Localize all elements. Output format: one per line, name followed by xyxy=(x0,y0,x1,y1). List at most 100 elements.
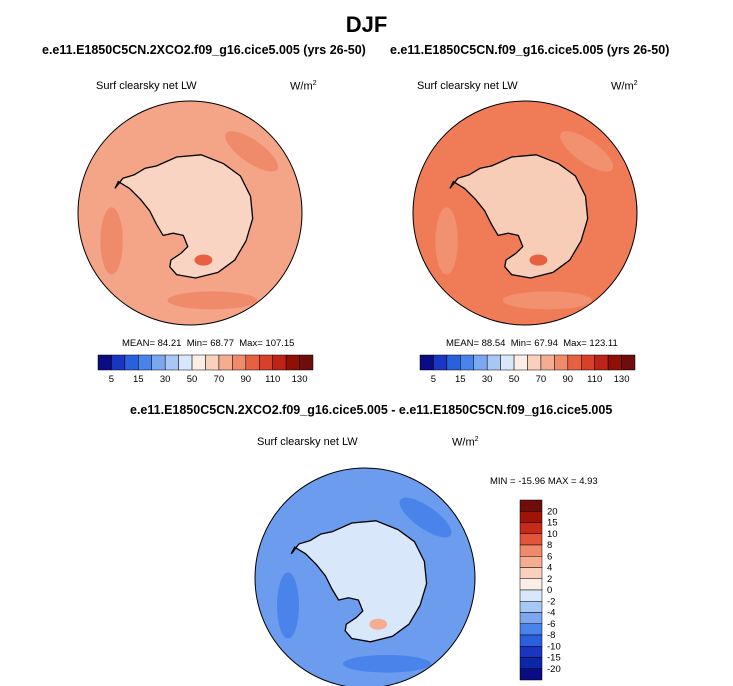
colorbar-swatch xyxy=(513,354,528,371)
colorbar-swatch xyxy=(259,354,273,371)
colorbar-swatch xyxy=(151,354,166,371)
colorbar-tick-label: 8 xyxy=(547,540,552,551)
colorbar-tick-label: 70 xyxy=(536,374,547,385)
colorbar-swatch xyxy=(567,354,582,371)
colorbar-swatch xyxy=(607,354,622,371)
colorbar-swatch xyxy=(272,354,287,371)
panel1-field-band xyxy=(100,207,123,275)
colorbar-swatch xyxy=(594,354,609,371)
colorbar-swatch xyxy=(460,354,474,371)
colorbar-swatch xyxy=(519,556,543,568)
colorbar-swatch xyxy=(621,354,636,371)
colorbar-tick-label: 30 xyxy=(482,374,493,385)
colorbar-swatch xyxy=(245,354,260,371)
colorbar-swatch xyxy=(519,544,543,557)
panel1-field-band xyxy=(225,131,279,172)
colorbar-swatch xyxy=(232,354,247,371)
colorbar-swatch xyxy=(191,354,206,371)
panel2-field-band xyxy=(560,131,614,172)
colorbar-tick-label: 15 xyxy=(547,518,558,529)
colorbar-tick-label: 4 xyxy=(547,563,552,574)
panel3-case-title: e.e11.E1850C5CN.2XCO2.f09_g16.cice5.005 … xyxy=(130,403,613,417)
colorbar-tick-label: 15 xyxy=(133,374,144,385)
panel3-map-border xyxy=(254,467,476,686)
colorbar-tick-label: 5 xyxy=(431,374,436,385)
panel1-case-title: e.e11.E1850C5CN.2XCO2.f09_g16.cice5.005 … xyxy=(42,43,366,57)
colorbar-tick-label: 50 xyxy=(187,374,198,385)
colorbar-swatch xyxy=(285,354,300,371)
colorbar-tick-label: -4 xyxy=(547,608,555,619)
colorbar-swatch xyxy=(527,354,542,371)
colorbar-swatch xyxy=(218,354,233,371)
panel3-field-band xyxy=(277,572,299,639)
colorbar-swatch xyxy=(519,623,543,636)
panel2-variable-label: Surf clearsky net LW xyxy=(417,80,518,92)
colorbar-tick-label: 0 xyxy=(547,585,552,596)
colorbar-tick-label: 110 xyxy=(265,374,280,385)
panel2-local-anomaly xyxy=(529,254,548,266)
colorbar-tick-label: 130 xyxy=(292,374,308,385)
colorbar-swatch xyxy=(519,499,543,512)
panel1-map-border xyxy=(77,100,303,326)
colorbar-swatch xyxy=(519,612,543,624)
colorbar-tick-label: 130 xyxy=(614,374,630,385)
panel2-stats: MEAN= 88.54 Min= 67.94 Max= 123.11 xyxy=(446,338,618,349)
colorbar-tick-label: 70 xyxy=(214,374,225,385)
colorbar-tick-label: -6 xyxy=(547,619,555,630)
colorbar-swatch xyxy=(138,354,152,371)
colorbar-swatch xyxy=(519,646,543,658)
figure-title: DJF xyxy=(345,12,388,37)
colorbar-swatch xyxy=(519,657,543,669)
colorbar-swatch xyxy=(519,567,543,579)
colorbar-tick-label: 20 xyxy=(547,506,558,517)
colorbar-tick-label: -20 xyxy=(547,664,561,675)
colorbar-swatch xyxy=(299,354,314,371)
panel2-map-border xyxy=(412,100,638,326)
colorbar-swatch xyxy=(486,354,501,371)
colorbar-swatch xyxy=(500,354,515,371)
colorbar-tick-label: -8 xyxy=(547,630,555,641)
colorbar-tick-label: 6 xyxy=(547,551,552,562)
panel3-antarctica-coastline xyxy=(290,520,428,643)
panel1-units-label: W/m2 xyxy=(290,80,317,93)
colorbar-swatch xyxy=(519,634,543,647)
panel1-colorbar: 5 15 30 50 70 90 110 130 xyxy=(97,354,314,385)
colorbar-swatch xyxy=(519,533,543,546)
colorbar-swatch xyxy=(164,354,179,371)
panel2-colorbar: 5 15 30 50 70 90 110 130 xyxy=(419,354,636,385)
colorbar-swatch xyxy=(519,511,543,523)
panel2-polar-map xyxy=(412,100,638,326)
panel3-polar-map xyxy=(254,467,476,686)
colorbar-swatch xyxy=(581,354,595,371)
colorbar-tick-label: -2 xyxy=(547,596,555,607)
panel2-field-band xyxy=(502,291,593,310)
colorbar-swatch xyxy=(124,354,139,371)
panel3-field-band xyxy=(343,655,431,673)
colorbar-swatch xyxy=(554,354,569,371)
panel2-units-label: W/m2 xyxy=(611,80,638,93)
colorbar-tick-label: 30 xyxy=(160,374,171,385)
panel1-stats: MEAN= 84.21 Min= 68.77 Max= 107.15 xyxy=(122,338,295,349)
colorbar-tick-label: 15 xyxy=(455,374,466,385)
colorbar-swatch xyxy=(519,668,543,681)
panel1-antarctica-coastline xyxy=(114,154,254,279)
colorbar-swatch xyxy=(419,354,434,371)
panel3-field-band xyxy=(399,497,452,538)
panel3-variable-label: Surf clearsky net LW xyxy=(257,436,358,448)
panel3-units-label: W/m2 xyxy=(452,436,479,449)
colorbar-tick-label: 110 xyxy=(587,374,602,385)
colorbar-swatch xyxy=(205,354,220,371)
colorbar-tick-label: 5 xyxy=(109,374,114,385)
colorbar-swatch xyxy=(540,354,555,371)
colorbar-tick-label: 10 xyxy=(547,529,558,540)
panel1-polar-map xyxy=(77,100,303,326)
colorbar-swatch xyxy=(519,578,543,591)
colorbar-swatch xyxy=(446,354,461,371)
colorbar-swatch xyxy=(433,354,448,371)
panel3-local-anomaly xyxy=(369,618,388,630)
colorbar-swatch xyxy=(97,354,112,371)
colorbar-tick-label: 50 xyxy=(509,374,520,385)
colorbar-swatch xyxy=(111,354,126,371)
